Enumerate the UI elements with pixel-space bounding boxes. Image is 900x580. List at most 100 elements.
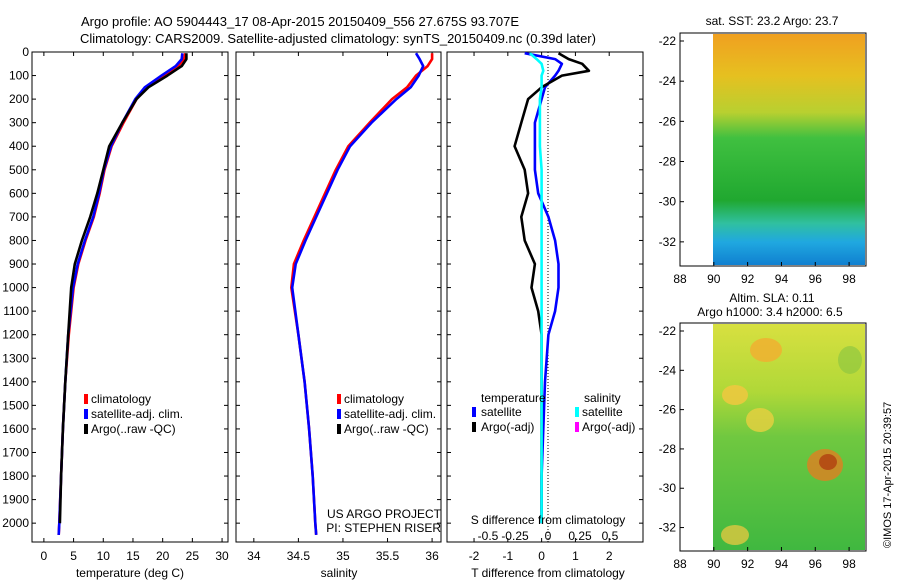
legend-climatology-swatch (337, 394, 341, 404)
y-tick-label: 1200 (2, 328, 29, 342)
y-tick-label: 1400 (2, 375, 29, 389)
map-y-tick-label: -26 (659, 114, 677, 128)
map-x-tick-label: 88 (673, 557, 687, 571)
map-y-tick-label: -22 (659, 324, 677, 338)
y-tick-label: 0 (22, 45, 29, 59)
y-tick-label: 400 (9, 139, 29, 153)
map-x-tick-label: 94 (775, 557, 789, 571)
y-tick-label: 500 (9, 163, 29, 177)
x-tick-label: -2 (469, 549, 480, 563)
legend-satellite-swatch (337, 409, 341, 419)
map-y-tick-label: -26 (659, 403, 677, 417)
series-line-argo-raw-qc- (58, 53, 188, 524)
difference-legend-s-heading: salinity (584, 391, 621, 405)
map-y-tick-label: -28 (659, 442, 677, 456)
sla-high-blob (746, 408, 774, 432)
x-tick-label: 36 (425, 549, 439, 563)
legend-climatology-swatch (84, 394, 88, 404)
x-tick-label: -1 (502, 549, 513, 563)
map-y-tick-label: -30 (659, 195, 677, 209)
y-tick-label: 200 (9, 92, 29, 106)
sst-map-title: sat. SST: 23.2 Argo: 23.7 (706, 14, 839, 28)
salinity-xlabel: salinity (321, 566, 358, 580)
secondary-tick-label: -0.25 (501, 529, 529, 543)
salinity-legend: climatology satellite-adj. clim. Argo(..… (337, 392, 436, 436)
pi-credit: PI: STEPHEN RISER (326, 521, 441, 535)
difference-xlabel: T difference from climatology (471, 566, 625, 580)
map-y-tick-label: -32 (659, 521, 677, 535)
difference-legend-t-heading: temperature (481, 391, 546, 405)
map-y-tick-label: -24 (659, 363, 677, 377)
y-tick-label: 1000 (2, 281, 29, 295)
series-line-salinity-satellite (528, 52, 545, 524)
legend-argo-swatch (84, 424, 88, 434)
x-tick-label: 30 (215, 549, 229, 563)
legend-s-argo-swatch (575, 422, 579, 432)
sst-map: sat. SST: 23.2 Argo: 23.7 88 90 9 (659, 14, 867, 286)
header-line-1: Argo profile: AO 5904443_17 08-Apr-2015 … (81, 14, 519, 29)
difference-legend-s-satellite: satellite (582, 405, 623, 419)
y-tick-label: 700 (9, 210, 29, 224)
sst-field (713, 34, 865, 265)
salinity-legend-argo: Argo(..raw -QC) (344, 422, 429, 436)
map-x-tick-label: 94 (775, 272, 789, 286)
map-x-tick-label: 98 (842, 557, 856, 571)
x-tick-label: 20 (156, 549, 170, 563)
map-x-tick-label: 96 (809, 272, 823, 286)
x-tick-label: 10 (97, 549, 111, 563)
salinity-legend-satellite: satellite-adj. clim. (344, 407, 436, 421)
temperature-axes-frame (31, 51, 229, 543)
x-tick-label: 25 (186, 549, 200, 563)
y-tick-label: 1700 (2, 445, 29, 459)
y-tick-label: 1500 (2, 398, 29, 412)
sla-map: Altim. SLA: 0.11 Argo h1000: 3.4 h2000: … (659, 291, 894, 571)
sla-map-title-1: Altim. SLA: 0.11 (729, 291, 814, 305)
difference-secondary-xlabel: S difference from climatology (471, 513, 626, 527)
x-tick-label: 0 (41, 549, 48, 563)
y-tick-label: 800 (9, 233, 29, 247)
x-tick-label: 0 (538, 549, 545, 563)
x-tick-label: 5 (70, 549, 77, 563)
x-tick-label: 2 (606, 549, 613, 563)
map-x-tick-label: 98 (842, 272, 856, 286)
secondary-tick-label: 0.5 (602, 529, 619, 543)
temperature-xlabel: temperature (deg C) (76, 566, 184, 580)
x-tick-label: 35 (336, 549, 350, 563)
map-y-tick-label: -28 (659, 155, 677, 169)
difference-panel: -2 -1 0 1 2 T difference from climatology S … (446, 51, 644, 580)
sla-high-blob (722, 385, 748, 405)
difference-legend: temperature salinity satellite Argo(-adj… (472, 391, 635, 434)
x-tick-label: 35.5 (376, 549, 400, 563)
x-tick-label: 34 (247, 549, 261, 563)
y-tick-label: 1900 (2, 493, 29, 507)
x-tick-label: 15 (126, 549, 140, 563)
map-x-tick-label: 88 (673, 272, 687, 286)
imos-stamp: ©IMOS 17-Apr-2015 20:39:57 (882, 402, 894, 548)
map-y-tick-label: -30 (659, 481, 677, 495)
difference-secondary-ticks: -0.5 -0.25 0 0.25 0.5 (478, 529, 619, 543)
secondary-tick-label: -0.5 (478, 529, 499, 543)
header-line-2: Climatology: CARS2009. Satellite-adjuste… (80, 31, 596, 46)
y-tick-label: 100 (9, 69, 29, 83)
temperature-legend-satellite: satellite-adj. clim. (91, 407, 183, 421)
map-x-tick-label: 90 (707, 557, 721, 571)
series-line-temperature-satellite (524, 51, 564, 524)
secondary-tick-label: 0.25 (568, 529, 592, 543)
legend-t-satellite-swatch (472, 407, 476, 417)
salinity-axes-frame (235, 51, 442, 543)
project-credit: US ARGO PROJECT (327, 507, 442, 521)
secondary-tick-label: 0 (545, 529, 552, 543)
temperature-panel: 0100200300400500600700800900100011001200… (2, 45, 229, 580)
difference-legend-t-argo: Argo(-adj) (481, 420, 534, 434)
sla-high-blob (721, 525, 749, 545)
y-tick-label: 1800 (2, 469, 29, 483)
legend-t-argo-swatch (472, 422, 476, 432)
legend-s-satellite-swatch (575, 407, 579, 417)
sla-map-title-2: Argo h1000: 3.4 h2000: 6.5 (697, 305, 843, 319)
x-tick-label: 1 (572, 549, 579, 563)
y-tick-label: 1600 (2, 422, 29, 436)
map-x-tick-label: 92 (741, 557, 755, 571)
sla-peak (819, 454, 837, 470)
sla-blob (838, 346, 862, 374)
